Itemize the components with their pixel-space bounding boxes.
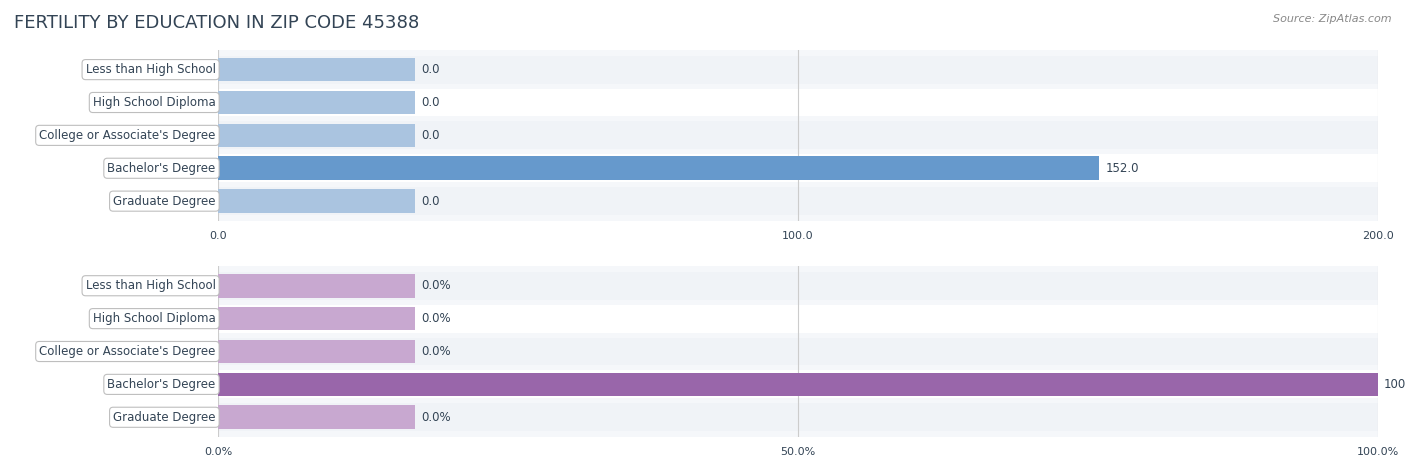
Text: College or Associate's Degree: College or Associate's Degree [39, 129, 215, 142]
Bar [218, 307, 415, 331]
Text: College or Associate's Degree: College or Associate's Degree [39, 345, 215, 358]
Text: Graduate Degree: Graduate Degree [112, 411, 215, 424]
Text: 0.0%: 0.0% [420, 279, 450, 292]
Bar [218, 88, 1378, 116]
Bar [218, 187, 1378, 215]
Bar [218, 56, 1378, 84]
Text: High School Diploma: High School Diploma [93, 312, 215, 325]
Text: Less than High School: Less than High School [86, 63, 215, 76]
Bar [218, 58, 415, 81]
Text: 0.0: 0.0 [420, 129, 440, 142]
Bar [218, 340, 415, 363]
Text: Bachelor's Degree: Bachelor's Degree [107, 162, 215, 175]
Bar [218, 272, 1378, 300]
Text: Less than High School: Less than High School [86, 279, 215, 292]
Text: 100.0%: 100.0% [1384, 378, 1406, 391]
Bar [218, 124, 415, 147]
Bar [218, 274, 415, 297]
Bar [218, 156, 1099, 180]
Bar [218, 190, 415, 213]
Text: 0.0%: 0.0% [420, 312, 450, 325]
Text: FERTILITY BY EDUCATION IN ZIP CODE 45388: FERTILITY BY EDUCATION IN ZIP CODE 45388 [14, 14, 419, 32]
Bar [218, 154, 1378, 182]
Text: Graduate Degree: Graduate Degree [112, 195, 215, 208]
Text: 0.0: 0.0 [420, 96, 440, 109]
Text: High School Diploma: High School Diploma [93, 96, 215, 109]
Text: Source: ZipAtlas.com: Source: ZipAtlas.com [1274, 14, 1392, 24]
Bar [218, 338, 1378, 365]
Text: 152.0: 152.0 [1105, 162, 1139, 175]
Bar [218, 91, 415, 114]
Bar [218, 156, 415, 180]
Bar [218, 403, 1378, 431]
Bar [218, 122, 1378, 149]
Bar [218, 372, 1378, 396]
Text: 0.0: 0.0 [420, 195, 440, 208]
Text: 0.0%: 0.0% [420, 411, 450, 424]
Bar [218, 370, 1378, 399]
Text: 0.0%: 0.0% [420, 345, 450, 358]
Text: 0.0: 0.0 [420, 63, 440, 76]
Bar [218, 304, 1378, 332]
Text: Bachelor's Degree: Bachelor's Degree [107, 378, 215, 391]
Bar [218, 406, 415, 429]
Bar [218, 372, 415, 396]
